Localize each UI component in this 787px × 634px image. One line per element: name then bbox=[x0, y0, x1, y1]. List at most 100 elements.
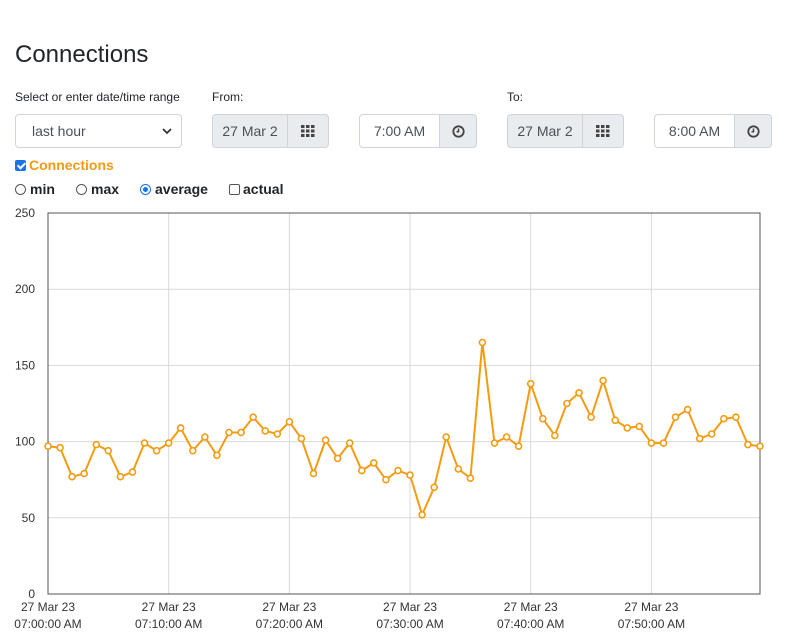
max-radio-button[interactable] bbox=[76, 183, 87, 195]
to-clock-button[interactable] bbox=[735, 114, 772, 148]
y-tick-label: 50 bbox=[22, 511, 36, 525]
data-point bbox=[56, 443, 64, 452]
data-point bbox=[68, 472, 76, 481]
data-point bbox=[261, 427, 270, 435]
to-calendar-button[interactable] bbox=[583, 114, 624, 148]
y-tick-label: 0 bbox=[28, 587, 35, 601]
to-label: To: bbox=[507, 90, 524, 104]
data-point bbox=[514, 442, 523, 450]
data-point bbox=[309, 469, 318, 478]
data-point bbox=[538, 414, 547, 423]
data-point bbox=[321, 436, 330, 444]
data-point bbox=[285, 418, 294, 426]
average-radio[interactable]: average bbox=[140, 181, 208, 197]
clock-icon bbox=[746, 124, 760, 138]
data-point bbox=[189, 446, 197, 455]
data-point bbox=[563, 399, 571, 408]
data-point bbox=[406, 471, 414, 479]
data-point bbox=[695, 434, 704, 443]
min-radio-button[interactable] bbox=[15, 183, 26, 195]
data-point bbox=[213, 451, 221, 460]
data-point bbox=[647, 439, 656, 447]
y-tick-label: 250 bbox=[15, 206, 35, 220]
x-tick-date: 27 Mar 23 bbox=[262, 600, 316, 614]
data-point bbox=[732, 413, 740, 421]
from-time-input[interactable]: 7:00 AM bbox=[359, 114, 440, 148]
min-radio[interactable]: min bbox=[15, 181, 55, 197]
data-point bbox=[369, 459, 378, 467]
data-point bbox=[587, 413, 595, 421]
range-select[interactable]: last hour bbox=[15, 114, 182, 148]
data-point bbox=[297, 434, 306, 443]
average-label: average bbox=[155, 181, 208, 197]
data-point bbox=[550, 431, 559, 440]
x-tick-date: 27 Mar 23 bbox=[624, 600, 678, 614]
series-line bbox=[47, 341, 761, 516]
data-point bbox=[744, 440, 752, 449]
actual-label: actual bbox=[243, 181, 284, 197]
from-label: From: bbox=[212, 90, 244, 104]
data-point bbox=[526, 379, 535, 388]
x-tick-date: 27 Mar 23 bbox=[504, 600, 558, 614]
average-radio-button[interactable] bbox=[140, 183, 151, 195]
data-point bbox=[249, 413, 257, 421]
from-clock-button[interactable] bbox=[440, 114, 477, 148]
data-point bbox=[683, 405, 692, 414]
page-title: Connections bbox=[15, 41, 149, 68]
from-date-input[interactable]: 27 Mar 2 bbox=[212, 114, 288, 148]
clock-icon bbox=[451, 124, 465, 138]
min-label: min bbox=[30, 181, 55, 197]
data-point bbox=[671, 413, 680, 421]
actual-checkbox[interactable]: actual bbox=[229, 181, 283, 197]
data-point bbox=[382, 475, 390, 484]
max-label: max bbox=[91, 181, 120, 197]
grid-calendar-icon bbox=[301, 125, 315, 137]
data-point bbox=[128, 468, 137, 476]
data-point bbox=[176, 424, 185, 432]
y-tick-label: 100 bbox=[15, 435, 35, 449]
connections-chart: 0 50 100 150 200 250 27 Mar 23 07:00:00 AM 27 Ma… bbox=[14, 206, 764, 631]
max-radio[interactable]: max bbox=[76, 181, 119, 197]
connections-toggle[interactable]: Connections bbox=[15, 157, 114, 173]
data-point bbox=[116, 472, 125, 481]
chevron-down-icon bbox=[162, 128, 172, 135]
data-point bbox=[44, 442, 52, 450]
data-point bbox=[104, 446, 113, 455]
data-point bbox=[659, 439, 668, 447]
connections-toggle-label: Connections bbox=[29, 157, 114, 173]
data-point bbox=[225, 428, 233, 437]
data-point bbox=[201, 433, 209, 441]
from-calendar-button[interactable] bbox=[288, 114, 329, 148]
data-point bbox=[152, 446, 161, 455]
x-tick-time: 07:00:00 AM bbox=[14, 617, 81, 631]
actual-checkbox-box[interactable] bbox=[229, 183, 240, 195]
data-point bbox=[719, 414, 728, 423]
x-tick-time: 07:40:00 AM bbox=[497, 617, 564, 631]
grid-calendar-icon bbox=[596, 125, 610, 137]
range-select-value: last hour bbox=[32, 123, 86, 139]
y-tick-label: 200 bbox=[15, 282, 35, 296]
x-tick-time: 07:50:00 AM bbox=[618, 617, 685, 631]
connections-checkbox[interactable] bbox=[15, 159, 26, 171]
data-point bbox=[454, 465, 463, 473]
y-tick-label: 150 bbox=[15, 358, 35, 372]
to-time-input[interactable]: 8:00 AM bbox=[654, 114, 735, 148]
range-label: Select or enter date/time range bbox=[15, 90, 180, 104]
x-tick-date: 27 Mar 23 bbox=[21, 600, 75, 614]
data-point bbox=[575, 389, 583, 397]
data-point bbox=[418, 510, 426, 519]
data-point bbox=[164, 439, 173, 447]
x-tick-time: 07:30:00 AM bbox=[376, 617, 443, 631]
x-tick-time: 07:20:00 AM bbox=[256, 617, 323, 631]
plot-area bbox=[47, 212, 761, 595]
to-date-input[interactable]: 27 Mar 2 bbox=[507, 114, 583, 148]
data-point bbox=[394, 466, 402, 475]
data-point bbox=[478, 338, 487, 347]
data-point bbox=[345, 439, 354, 447]
data-point bbox=[442, 433, 451, 441]
data-point bbox=[430, 483, 439, 492]
data-point bbox=[707, 430, 716, 438]
data-point bbox=[140, 439, 149, 447]
data-point bbox=[237, 428, 245, 437]
data-point bbox=[92, 440, 101, 449]
